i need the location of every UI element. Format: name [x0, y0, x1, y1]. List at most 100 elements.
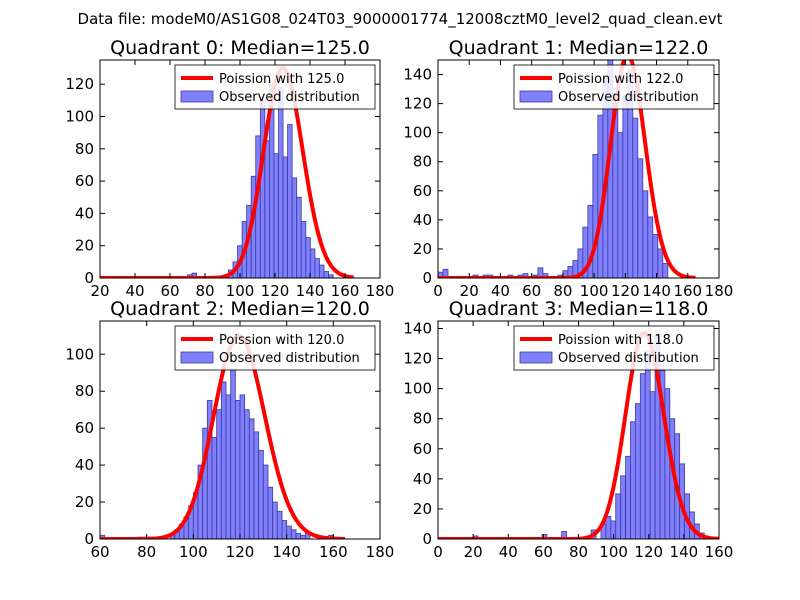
histogram-bar: [542, 273, 549, 278]
y-tick-label: 80: [75, 140, 94, 158]
legend-observed-swatch: [180, 90, 214, 103]
histogram-bar: [632, 117, 639, 278]
y-tick-label: 20: [413, 500, 432, 518]
y-tick-label: 140: [403, 320, 432, 338]
legend-poisson-label: Poission with 122.0: [558, 72, 683, 87]
y-tick-label: 0: [422, 269, 432, 287]
histogram-bar: [286, 525, 292, 539]
subplot-title: Quadrant 2: Median=120.0: [110, 298, 370, 320]
histogram-bar: [664, 388, 671, 539]
histogram-bar: [639, 373, 646, 539]
y-tick-label: 80: [413, 153, 432, 171]
histogram-bar: [647, 216, 654, 278]
histogram-bar: [234, 400, 241, 539]
histogram-bar: [239, 394, 246, 539]
histogram-bar: [314, 258, 320, 278]
histogram-bar: [259, 99, 266, 278]
legend-observed-label: Observed distribution: [558, 351, 699, 366]
y-tick-label: 40: [75, 204, 94, 222]
histogram-bar: [211, 436, 218, 539]
histogram-bar: [267, 486, 274, 539]
histogram-bar: [216, 409, 222, 539]
histogram-bar: [642, 190, 649, 278]
x-tick-label: 140: [642, 282, 671, 300]
histogram-bar: [620, 475, 626, 539]
y-tick-label: 0: [84, 530, 94, 548]
y-axis: 0 20 40 60 80 100 120 140: [403, 66, 719, 287]
y-tick-label: 20: [75, 237, 94, 255]
histogram-bar: [272, 501, 278, 539]
legend: Poission with 120.0 Observed distribution: [174, 325, 376, 371]
y-tick-label: 100: [65, 345, 94, 363]
y-axis: 0 20 40 60 80 100: [65, 345, 380, 548]
x-tick-label: 120: [611, 282, 640, 300]
y-tick-label: 60: [413, 182, 432, 200]
x-tick-label: 0: [433, 282, 443, 300]
histogram-bar: [248, 418, 255, 539]
legend-observed-label: Observed distribution: [558, 90, 699, 105]
y-tick-label: 40: [413, 470, 432, 488]
histogram-bar: [276, 510, 283, 539]
legend-observed-label: Observed distribution: [219, 90, 360, 105]
y-tick-label: 140: [403, 66, 432, 84]
histogram-bar: [273, 153, 279, 278]
subplot-quadrant-1: Quadrant 1: Median=122.00 20 40 60 80 100 120 1…: [403, 37, 733, 300]
x-tick-label: 80: [553, 282, 572, 300]
histogram-bar: [281, 520, 288, 539]
x-tick-label: 60: [160, 282, 179, 300]
x-tick-label: 0: [433, 543, 443, 561]
histogram-bar: [296, 196, 302, 278]
x-axis: 60 80 100 120 140 160 180: [90, 321, 394, 561]
legend-poisson-label: Poission with 125.0: [219, 72, 344, 87]
y-tick-label: 0: [422, 530, 432, 548]
histogram-bar: [262, 464, 269, 539]
legend-observed-swatch: [180, 351, 214, 364]
legend-observed-label: Observed distribution: [219, 351, 360, 366]
histogram-bar: [278, 87, 284, 278]
figure-suptitle: Data file: modeM0/AS1G08_024T03_90000017…: [78, 10, 723, 29]
y-tick-label: 20: [75, 493, 94, 511]
histogram-bar: [657, 248, 664, 278]
x-tick-label: 60: [522, 282, 541, 300]
y-tick-label: 100: [403, 124, 432, 142]
y-axis: 0 20 40 60 80 100 120 140: [403, 320, 719, 548]
x-tick-label: 120: [226, 543, 255, 561]
x-tick-label: 60: [534, 543, 553, 561]
histogram-bar: [561, 531, 567, 539]
y-tick-label: 120: [403, 350, 432, 368]
y-tick-label: 120: [65, 75, 94, 93]
x-tick-label: 120: [634, 543, 663, 561]
histogram-bar: [282, 156, 288, 278]
histogram-bar: [287, 124, 293, 278]
x-tick-label: 80: [569, 543, 588, 561]
subplot-quadrant-2: Quadrant 2: Median=120.0 60 80 100 120 140 160…: [65, 298, 394, 561]
histogram-bar: [258, 449, 264, 539]
histogram-bar: [323, 271, 329, 278]
histogram-bar: [305, 237, 311, 278]
y-tick-label: 120: [403, 95, 432, 113]
histogram-bar: [220, 381, 227, 539]
x-tick-label: 20: [464, 543, 483, 561]
legend-observed-swatch: [519, 90, 553, 103]
y-tick-label: 60: [75, 172, 94, 190]
histogram-bar: [635, 403, 641, 539]
histogram-bar: [300, 534, 306, 539]
subplot-title: Quadrant 0: Median=125.0: [110, 37, 370, 59]
x-tick-label: 160: [319, 543, 348, 561]
y-tick-label: 40: [413, 211, 432, 229]
histogram-bar: [605, 516, 612, 539]
histogram-bar: [264, 140, 270, 278]
y-tick-label: 40: [75, 456, 94, 474]
histogram-bar: [244, 409, 250, 539]
histogram-bar: [615, 493, 622, 539]
x-axis: 0 20 40 60 80 100 120 140 160 180: [433, 60, 733, 300]
y-tick-label: 60: [75, 419, 94, 437]
histogram-bar: [617, 132, 624, 278]
x-tick-label: 140: [670, 543, 699, 561]
y-tick-label: 100: [403, 380, 432, 398]
x-tick-label: 80: [137, 543, 156, 561]
x-tick-label: 120: [261, 282, 290, 300]
x-tick-label: 100: [599, 543, 628, 561]
histogram-bar: [295, 533, 302, 539]
